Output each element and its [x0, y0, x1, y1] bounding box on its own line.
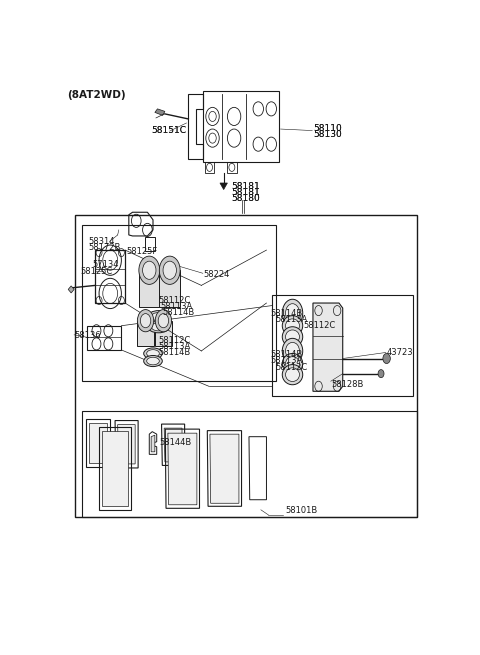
Polygon shape [159, 271, 180, 307]
Circle shape [159, 256, 180, 284]
Text: 58136: 58136 [74, 331, 101, 341]
Text: 58114B: 58114B [270, 350, 302, 359]
Ellipse shape [282, 365, 303, 384]
Ellipse shape [282, 354, 303, 373]
Text: 58113A: 58113A [275, 314, 307, 324]
Text: 58172B: 58172B [88, 242, 120, 252]
Text: 58110: 58110 [313, 124, 342, 132]
Text: 58113A: 58113A [160, 302, 192, 311]
Ellipse shape [147, 350, 159, 357]
Polygon shape [118, 424, 135, 464]
Polygon shape [68, 286, 74, 293]
Bar [83, 225, 276, 381]
Circle shape [137, 310, 154, 332]
Text: 58181: 58181 [231, 181, 260, 191]
Text: 58314: 58314 [88, 236, 114, 246]
Text: 58151C: 58151C [151, 126, 186, 135]
Text: 58224: 58224 [203, 270, 229, 279]
Circle shape [383, 354, 390, 364]
Ellipse shape [282, 299, 303, 327]
Polygon shape [102, 430, 128, 506]
Circle shape [158, 314, 168, 328]
Ellipse shape [282, 327, 303, 347]
Ellipse shape [148, 310, 169, 323]
Text: 58110: 58110 [313, 124, 342, 132]
Circle shape [378, 369, 384, 378]
Text: 58101B: 58101B [285, 506, 317, 515]
Text: 58112C: 58112C [158, 337, 191, 345]
Text: (8AT2WD): (8AT2WD) [67, 90, 126, 100]
Ellipse shape [286, 304, 300, 322]
Text: 58181: 58181 [231, 181, 260, 191]
Text: 58151C: 58151C [151, 126, 186, 135]
Text: 58130: 58130 [313, 130, 342, 139]
Ellipse shape [286, 330, 300, 344]
Text: 58112C: 58112C [304, 321, 336, 330]
Circle shape [163, 261, 177, 279]
Text: 58112C: 58112C [276, 363, 308, 371]
Bar [75, 215, 417, 517]
Polygon shape [164, 428, 182, 462]
Text: 58180: 58180 [231, 194, 260, 202]
Ellipse shape [144, 356, 162, 367]
Text: 43723: 43723 [386, 348, 413, 357]
Circle shape [155, 310, 172, 332]
Polygon shape [313, 303, 343, 391]
Ellipse shape [286, 368, 300, 381]
Text: 58180: 58180 [231, 194, 260, 202]
Text: 57134: 57134 [93, 259, 119, 269]
Polygon shape [155, 321, 172, 346]
Ellipse shape [286, 343, 300, 360]
Polygon shape [168, 433, 197, 505]
Ellipse shape [282, 316, 303, 336]
Circle shape [140, 314, 151, 328]
Polygon shape [210, 434, 239, 503]
Polygon shape [89, 423, 107, 463]
Ellipse shape [148, 321, 169, 333]
Circle shape [139, 256, 160, 284]
Text: 58112C: 58112C [158, 296, 191, 305]
Text: 58181: 58181 [231, 187, 260, 196]
Polygon shape [155, 109, 165, 115]
Text: 58130: 58130 [313, 130, 342, 139]
Ellipse shape [282, 339, 303, 364]
Polygon shape [137, 321, 154, 346]
Ellipse shape [147, 357, 159, 365]
Text: 58125C: 58125C [81, 267, 113, 276]
Text: 58114B: 58114B [158, 348, 191, 358]
Circle shape [143, 261, 156, 279]
Text: 58181: 58181 [231, 187, 260, 196]
Ellipse shape [144, 348, 162, 359]
Ellipse shape [151, 323, 166, 331]
Text: 58113A: 58113A [158, 343, 191, 352]
Text: 58114B: 58114B [270, 309, 302, 318]
Text: 58128B: 58128B [332, 381, 364, 389]
Ellipse shape [151, 312, 166, 321]
Text: 58113A: 58113A [270, 356, 302, 365]
Text: 58114B: 58114B [163, 308, 195, 317]
Bar [272, 295, 413, 396]
Ellipse shape [286, 357, 300, 371]
Bar [83, 411, 417, 517]
Text: 58144B: 58144B [160, 438, 192, 447]
Text: 58125F: 58125F [126, 247, 157, 256]
Polygon shape [151, 435, 155, 452]
Polygon shape [139, 271, 160, 307]
Polygon shape [220, 183, 228, 189]
Ellipse shape [286, 319, 300, 333]
